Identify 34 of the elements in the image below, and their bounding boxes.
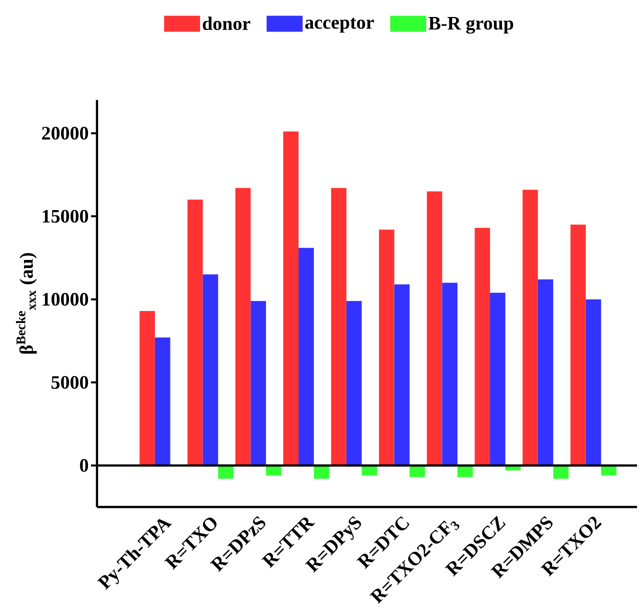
bar [378,230,394,466]
bar [570,224,586,466]
y-axis-title: β$^{Becke}$$_{xxx}$ (au) [16,253,37,354]
bar [218,465,234,479]
bar [283,132,299,466]
y-tick-label: 5000 [52,376,88,389]
bar [154,338,170,466]
bar [140,310,155,466]
legend-label: donor [202,16,250,30]
bar [331,188,346,466]
bar [538,279,554,466]
bar [394,284,410,466]
bar [490,292,506,466]
bar [426,191,442,466]
y-tick-label: 10000 [42,292,88,306]
bar [250,301,266,466]
bar [586,299,602,466]
bar [457,465,473,478]
bar [314,465,330,479]
bar [410,465,425,478]
legend-label: B-R group [428,17,514,34]
y-tick-label: 20000 [42,126,88,140]
bar [187,200,203,466]
y-tick-label: 0 [80,459,88,472]
bar [474,228,490,466]
bar [298,248,314,466]
y-tick-label: 15000 [42,210,88,223]
bar [235,188,251,466]
legend-label: acceptor [305,18,374,33]
bar [522,190,538,466]
bar [553,465,569,479]
bar [202,274,218,466]
bar [346,301,362,466]
bar [442,282,458,466]
